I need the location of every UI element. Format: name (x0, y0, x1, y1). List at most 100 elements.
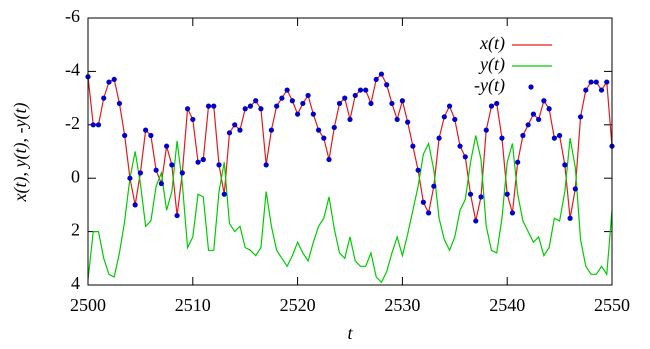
x-tick-label: 2530 (384, 295, 420, 315)
y-axis-label: x(t), y(t), -y(t) (10, 103, 31, 203)
data-point (127, 175, 133, 181)
data-point (106, 79, 112, 85)
data-point (205, 103, 212, 109)
data-point (357, 87, 364, 93)
legend-label: x(t) (479, 33, 505, 54)
data-point (242, 106, 248, 112)
data-point (504, 191, 510, 197)
data-point (446, 103, 453, 109)
legend-marker (528, 84, 534, 90)
data-point (221, 191, 227, 197)
data-point (483, 127, 489, 133)
data-point (95, 122, 102, 128)
data-point (520, 132, 526, 139)
data-point (389, 100, 395, 107)
data-point (211, 103, 217, 109)
data-point (305, 92, 311, 99)
data-point (363, 87, 369, 93)
data-point (525, 122, 531, 128)
data-point (557, 132, 563, 139)
y-tick-label: -4 (65, 60, 80, 80)
data-point (598, 87, 605, 93)
data-point (378, 71, 385, 77)
data-point (436, 135, 442, 141)
data-point (258, 106, 264, 112)
data-point (90, 122, 96, 128)
data-point (588, 79, 594, 85)
data-point (184, 106, 191, 112)
data-point (111, 76, 117, 83)
data-point (604, 79, 610, 85)
data-point (153, 167, 159, 173)
data-point (530, 111, 537, 117)
data-point (200, 156, 206, 163)
data-point (263, 162, 269, 168)
data-point (143, 127, 149, 133)
y-tick-label: -6 (65, 6, 80, 26)
data-point (536, 116, 542, 123)
x-axis-label: t (347, 323, 353, 343)
legend-label: y(t) (478, 54, 505, 75)
data-point (420, 199, 426, 205)
data-point (274, 103, 280, 109)
x-tick-label: 2540 (489, 295, 525, 315)
data-point (195, 159, 201, 165)
data-point (232, 122, 238, 128)
data-point (347, 116, 353, 123)
x-tick-label: 2520 (280, 295, 316, 315)
data-point (137, 170, 143, 176)
data-point (457, 143, 463, 149)
data-point (190, 116, 196, 123)
plot-frame (87, 17, 613, 286)
data-point (467, 191, 474, 197)
data-point (300, 100, 306, 107)
data-point (122, 132, 128, 139)
data-point (132, 202, 138, 208)
data-point (415, 167, 421, 173)
data-point (289, 98, 295, 104)
x-tick-label: 2510 (175, 295, 211, 315)
data-point (237, 127, 243, 133)
data-point (572, 186, 578, 192)
data-point (583, 87, 589, 93)
x-tick-label: 2550 (594, 295, 630, 315)
data-point (431, 183, 437, 189)
data-point (116, 100, 123, 107)
data-point (352, 92, 358, 99)
data-point (541, 98, 547, 104)
data-point (551, 135, 557, 141)
data-point (310, 111, 316, 117)
data-point (478, 194, 484, 200)
data-point (321, 135, 327, 141)
data-point (101, 95, 107, 101)
data-point (226, 130, 233, 136)
data-point (499, 135, 505, 141)
data-point (441, 114, 447, 120)
data-point (326, 156, 332, 163)
data-point (567, 215, 573, 221)
data-point (284, 87, 290, 93)
data-point (405, 119, 411, 125)
data-point (169, 162, 175, 168)
data-point (331, 124, 337, 131)
data-point (268, 127, 274, 133)
data-point (295, 111, 301, 117)
data-point (452, 116, 458, 123)
data-point (148, 132, 154, 139)
data-point (373, 76, 379, 83)
y-tick-label: 2 (71, 220, 80, 240)
data-point (462, 154, 468, 160)
data-point (488, 103, 495, 109)
data-point (593, 79, 599, 85)
data-point (410, 143, 416, 149)
legend-label: -y(t) (474, 75, 505, 96)
data-point (494, 100, 500, 107)
data-point (394, 116, 400, 123)
data-point (515, 159, 521, 165)
y-tick-label: -2 (65, 113, 80, 133)
data-point (509, 210, 516, 216)
data-point (577, 114, 584, 120)
series-line (87, 135, 613, 284)
data-point (336, 100, 343, 107)
